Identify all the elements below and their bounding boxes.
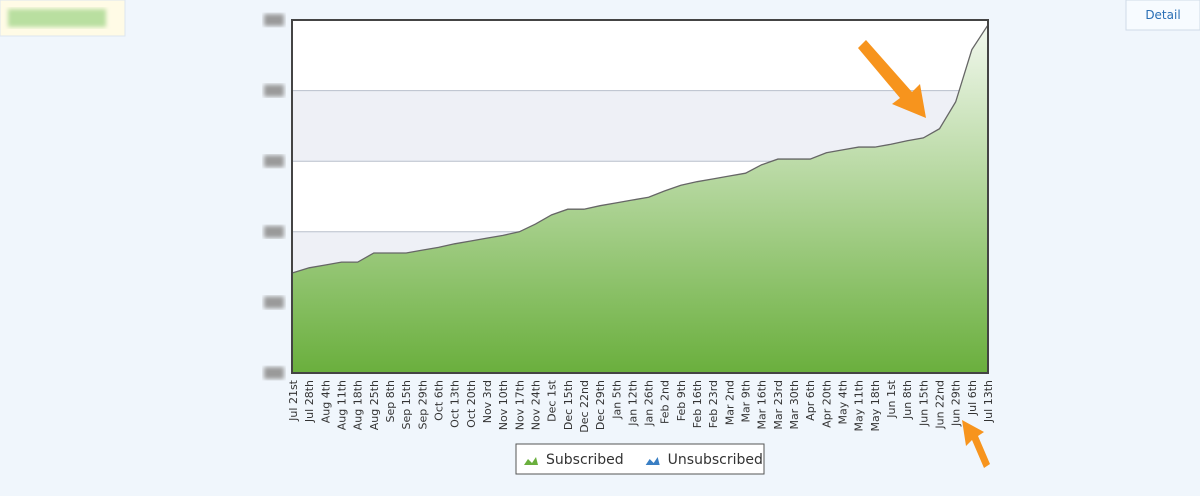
legend-icon	[645, 457, 660, 465]
x-tick-label: Mar 23rd	[772, 380, 785, 430]
x-tick-label: Aug 4th	[319, 380, 332, 423]
x-tick-label: Dec 22nd	[578, 380, 591, 433]
x-tick-label: Feb 16th	[691, 380, 704, 428]
legend-icon	[524, 457, 538, 465]
arrow	[962, 420, 990, 468]
blurred-tick-label	[264, 84, 284, 97]
x-tick-label: May 18th	[869, 380, 882, 432]
x-tick-label: Sep 29th	[416, 380, 429, 430]
x-tick-label: Jun 22nd	[934, 380, 947, 430]
x-tick-label: Mar 30th	[788, 380, 801, 430]
blurred-tick-label	[264, 14, 284, 26]
x-tick-label: Feb 9th	[675, 380, 688, 421]
blurred-tick-label	[264, 155, 284, 168]
x-tick-label: Jan 26th	[643, 380, 656, 427]
x-tick-label: Jan 5th	[610, 380, 623, 420]
x-tick-label: Mar 16th	[756, 380, 769, 430]
plot: Jul 21st Jul 28th Aug 4th Aug 11th Aug 18th A…	[264, 14, 995, 433]
blurred-tick-label	[264, 225, 284, 238]
line	[292, 24, 989, 274]
legend-label: Subscribed	[546, 452, 624, 468]
x-tick-label: Jun 29th	[950, 380, 963, 427]
legend-label: Unsubscribed	[668, 452, 763, 468]
x-tick-label: Aug 18th	[352, 380, 365, 430]
x-tick-label: Apr 20th	[820, 380, 833, 428]
detail-button[interactable]	[1125, 0, 1200, 31]
x-tick-label: Jul 13th	[982, 380, 995, 423]
x-tick-label: Jun 8th	[901, 380, 914, 420]
x-tick-label: Aug 11th	[335, 380, 348, 430]
x-tick-label: Aug 25th	[368, 380, 381, 430]
x-tick-label: Nov 3rd	[481, 380, 494, 423]
x-tick-label: Apr 6th	[804, 380, 817, 421]
x-tick-label: Sep 15th	[400, 380, 413, 430]
detail-label[interactable]: Detail	[1145, 8, 1180, 22]
x-tick-label: Oct 13th	[449, 380, 462, 428]
x-tick-label: Nov 17th	[513, 380, 526, 430]
x-tick-label: Jun 1st	[885, 379, 898, 418]
x-tick-label: Mar 2nd	[723, 380, 736, 425]
x-tick-label: Mar 9th	[740, 380, 753, 423]
x-tick-label: Nov 24th	[529, 380, 542, 430]
plot-border	[291, 19, 989, 374]
x-tick-label: Jul 6th	[966, 380, 979, 416]
x-tick-label: Dec 15th	[562, 380, 575, 430]
arrow	[858, 40, 926, 118]
blurred-tick-label	[264, 367, 284, 379]
x-tick-label: Feb 23rd	[707, 380, 720, 428]
x-tick-label: May 4th	[837, 380, 850, 425]
blurred-name	[8, 9, 106, 27]
x-tick-label: Nov 10th	[497, 380, 510, 430]
x-tick-label: Sep 8th	[384, 380, 397, 423]
x-tick-label: Dec 29th	[594, 380, 607, 430]
legend: Subscribed Unsubscribed	[515, 443, 765, 475]
x-tick-label: May 11th	[853, 380, 866, 432]
x-tick-label: Jun 15th	[917, 380, 930, 427]
x-tick-label: Jul 21st	[287, 379, 300, 421]
blurred-tick-label	[264, 296, 284, 309]
x-tick-label: Jan 12th	[626, 380, 639, 427]
x-tick-label: Feb 2nd	[659, 380, 672, 424]
x-tick-label: Jul 28th	[303, 380, 316, 423]
x-tick-label: Dec 1st	[546, 379, 559, 422]
x-tick-label: Oct 6th	[432, 380, 445, 421]
x-tick-label: Oct 20th	[465, 380, 478, 428]
legend-box	[515, 443, 765, 475]
